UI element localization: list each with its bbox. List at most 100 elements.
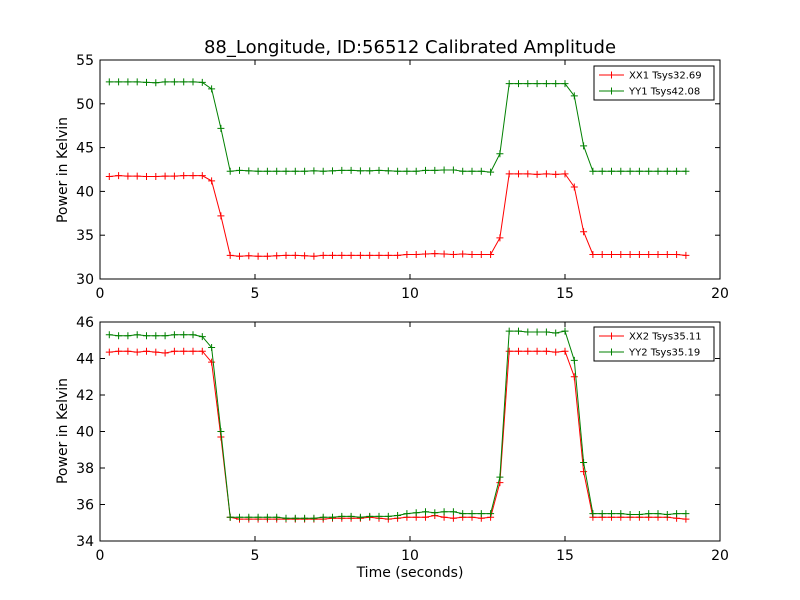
- data-point: [105, 331, 113, 339]
- legend-marker-yy1: [608, 87, 615, 95]
- data-point: [533, 80, 541, 88]
- x-tick-label: 0: [96, 548, 105, 564]
- data-point: [561, 347, 569, 355]
- top-axes-frame: [99, 59, 721, 280]
- data-point: [189, 331, 197, 339]
- data-point: [477, 167, 485, 175]
- data-point: [124, 78, 132, 86]
- data-point: [208, 85, 216, 93]
- data-point: [524, 80, 532, 88]
- data-point: [542, 328, 550, 336]
- top-legend: XX1 Tsys32.69 YY1 Tsys42.08: [593, 65, 715, 101]
- data-point: [366, 167, 374, 175]
- data-point: [217, 212, 225, 220]
- data-point: [161, 349, 169, 357]
- data-point: [143, 332, 150, 340]
- data-point: [291, 251, 299, 259]
- y-tick-label: 36: [76, 498, 94, 514]
- data-point: [468, 250, 476, 258]
- data-point: [533, 347, 541, 355]
- data-point: [598, 250, 606, 258]
- data-point: [394, 167, 402, 175]
- data-point: [515, 80, 522, 88]
- data-point: [431, 509, 439, 517]
- data-point: [143, 347, 150, 355]
- data-point: [468, 510, 476, 518]
- data-point: [198, 78, 206, 86]
- data-point: [561, 170, 569, 178]
- y-tick-label: 40: [76, 425, 94, 441]
- data-point: [124, 172, 132, 180]
- data-point: [161, 172, 169, 180]
- data-point: [105, 173, 113, 181]
- data-point: [496, 234, 504, 242]
- data-point: [542, 347, 550, 355]
- data-point: [570, 183, 578, 191]
- data-point: [263, 513, 271, 521]
- data-point: [356, 513, 364, 521]
- data-point: [347, 512, 355, 520]
- data-point: [617, 250, 625, 258]
- data-point: [403, 167, 411, 175]
- y-tick-label: 44: [76, 352, 94, 368]
- data-point: [356, 167, 364, 175]
- data-point: [310, 514, 318, 522]
- data-point: [468, 167, 476, 175]
- data-point: [617, 167, 625, 175]
- y-tick-label: 42: [76, 388, 94, 404]
- y-tick-label: 34: [76, 534, 94, 550]
- data-point: [310, 252, 318, 260]
- data-point: [310, 167, 318, 175]
- data-point: [570, 92, 578, 100]
- top-plot-area: [105, 78, 690, 260]
- data-point: [180, 172, 188, 180]
- bottom-legend: XX2 Tsys35.11 YY2 Tsys35.19: [593, 326, 715, 362]
- data-point: [180, 78, 188, 86]
- data-point: [282, 514, 290, 522]
- data-point: [170, 172, 178, 180]
- data-point: [115, 332, 123, 340]
- data-point: [263, 252, 271, 260]
- chart-title: 88_Longitude, ID:56512 Calibrated Amplit…: [204, 37, 616, 58]
- data-point: [542, 170, 550, 178]
- data-point: [477, 510, 485, 518]
- data-point: [226, 167, 234, 175]
- legend-label-xx2: XX2 Tsys35.11: [629, 332, 702, 343]
- data-point: [338, 251, 346, 259]
- data-point: [254, 252, 262, 260]
- data-point: [180, 331, 188, 339]
- data-point: [143, 78, 150, 86]
- data-point: [589, 510, 597, 518]
- y-tick-label: 45: [76, 141, 94, 157]
- x-tick-label: 20: [711, 548, 729, 564]
- legend-marker-yy2: [608, 348, 615, 356]
- data-point: [105, 348, 113, 356]
- data-point: [152, 173, 160, 181]
- bottom-plot-area: [105, 327, 690, 523]
- data-point: [542, 80, 550, 88]
- data-point: [654, 510, 662, 518]
- data-point: [375, 251, 383, 259]
- bottom-xlabel: Time (seconds): [356, 565, 464, 581]
- data-point: [422, 508, 429, 516]
- data-point: [626, 250, 634, 258]
- data-point: [608, 167, 615, 175]
- data-point: [663, 511, 671, 519]
- data-point: [291, 514, 299, 522]
- legend-label-yy1: YY1 Tsys42.08: [628, 87, 700, 98]
- data-point: [236, 513, 243, 521]
- data-point: [198, 172, 206, 180]
- legend-marker-xx1: [608, 71, 615, 79]
- data-point: [673, 510, 681, 518]
- data-point: [431, 166, 439, 174]
- data-point: [431, 250, 439, 258]
- data-point: [236, 166, 243, 174]
- data-point: [217, 428, 225, 435]
- data-point: [459, 510, 467, 518]
- bottom-panel: 0 5 10 15 20 34 36 38 40 42 44 46 Power in Kelvin T…: [55, 315, 729, 581]
- data-point: [329, 251, 336, 259]
- data-point: [570, 356, 578, 364]
- data-point: [422, 166, 429, 174]
- data-point: [403, 250, 411, 258]
